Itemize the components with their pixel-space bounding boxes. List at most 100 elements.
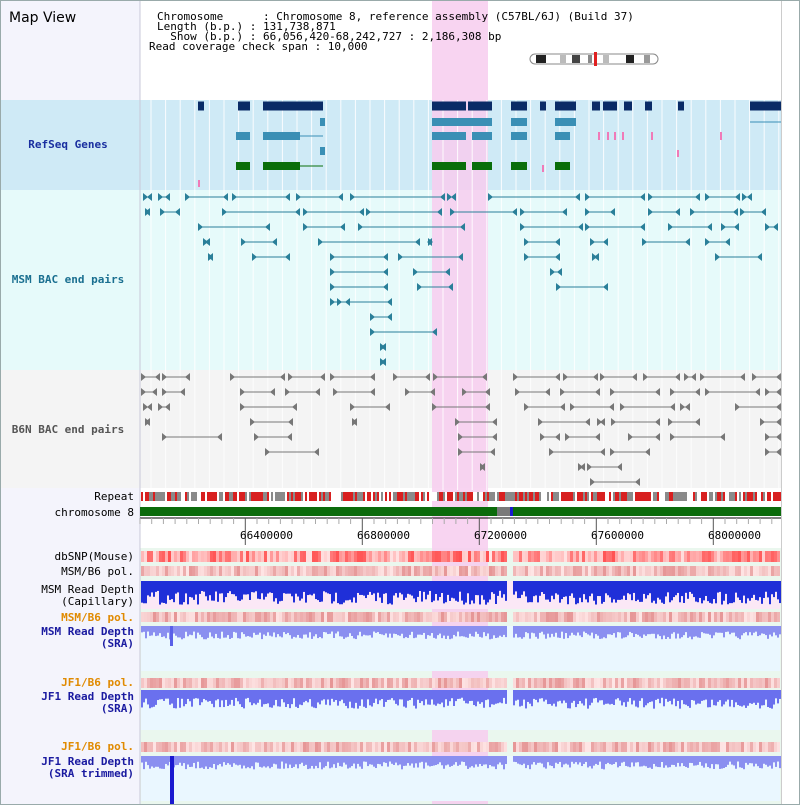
depth-bar <box>299 581 301 601</box>
heat-cell <box>405 742 408 752</box>
msm-bac-pair-end <box>340 223 345 231</box>
read-depth-tracks[interactable] <box>141 581 781 805</box>
depth-bar <box>757 626 759 637</box>
heat-cell <box>648 566 651 576</box>
heat-cell <box>219 742 222 752</box>
heat-cell <box>291 742 294 752</box>
repeat-bar <box>379 492 381 501</box>
repeat-bar <box>447 492 449 501</box>
small-gene-mark <box>622 132 624 140</box>
heatmap-tracks[interactable] <box>141 551 780 752</box>
b6n-bac-pair-end <box>458 448 463 456</box>
heat-cell <box>372 612 375 622</box>
depth-bar <box>705 626 707 634</box>
ideogram-band <box>644 55 650 63</box>
repeat-bar <box>745 492 747 501</box>
depth-bar <box>591 756 593 769</box>
repeat-bar <box>705 492 707 501</box>
refseq-genes-track[interactable] <box>198 101 781 188</box>
heat-cell <box>483 566 486 576</box>
depth-bar <box>431 581 433 603</box>
depth-bar <box>337 690 339 706</box>
repeat-bar <box>327 492 329 501</box>
depth-bar <box>545 690 547 700</box>
depth-bar <box>185 626 187 632</box>
depth-bar <box>463 756 465 763</box>
depth-bar <box>251 626 253 638</box>
depth-bar <box>147 690 149 705</box>
depth-bar <box>621 756 623 763</box>
heat-cell <box>654 742 657 752</box>
depth-bar <box>479 581 481 605</box>
repeat-bar <box>315 492 317 501</box>
depth-bar <box>517 581 519 599</box>
depth-bar <box>759 581 761 598</box>
depth-bar <box>761 690 763 706</box>
b6n-bac-pair-end <box>292 403 297 411</box>
b6n-bac-pairs-track[interactable] <box>141 373 781 486</box>
b6n-bac-pair-end <box>675 373 680 381</box>
repeat-bar <box>721 492 723 501</box>
heat-cell <box>648 612 651 622</box>
right-scroll-edge[interactable] <box>781 0 800 805</box>
heat-cell <box>669 551 672 562</box>
depth-bar <box>711 756 713 765</box>
depth-bar <box>641 626 643 638</box>
depth-bar <box>319 581 321 602</box>
heat-cell <box>345 551 348 562</box>
heat-cell <box>345 612 348 622</box>
heat-cell <box>216 566 219 576</box>
depth-bar <box>539 626 541 633</box>
repeat-bar <box>177 492 179 501</box>
depth-bar <box>245 690 247 699</box>
depth-bar <box>267 581 269 594</box>
b6n-bac-pair-end <box>162 433 167 441</box>
b6n-bac-pair-end <box>180 388 185 396</box>
depth-bar <box>583 581 585 595</box>
depth-bar <box>455 581 457 601</box>
depth-bar <box>557 756 559 764</box>
heat-cell <box>306 612 309 622</box>
depth-bar <box>773 626 775 633</box>
depth-bar <box>399 756 401 765</box>
repeat-bar <box>533 492 535 501</box>
depth-bar <box>187 690 189 699</box>
chromosome-ideogram[interactable] <box>529 52 659 66</box>
depth-bar <box>479 756 481 764</box>
heat-cell <box>513 612 516 622</box>
repeat-bar <box>655 492 657 501</box>
heat-cell <box>144 566 147 576</box>
heat-cell <box>570 566 573 576</box>
msm-bac-pairs-track[interactable] <box>143 193 778 366</box>
heat-cell <box>147 566 150 576</box>
chromosome-bar[interactable] <box>140 507 781 516</box>
repeat-bar <box>329 492 331 501</box>
depth-bar <box>309 756 311 769</box>
heat-cell <box>678 551 681 562</box>
repeat-bar <box>511 492 513 501</box>
depth-bar <box>701 581 703 604</box>
depth-bar <box>643 690 645 708</box>
depth-bar <box>551 690 553 706</box>
repeat-track[interactable] <box>141 492 781 501</box>
depth-bar <box>215 626 217 634</box>
heat-cell <box>321 551 324 562</box>
heat-cell <box>513 742 516 752</box>
depth-bar <box>607 626 609 635</box>
depth-bar <box>381 756 383 767</box>
repeat-bar <box>183 492 185 501</box>
heat-cell <box>750 742 753 752</box>
depth-bar <box>169 581 171 600</box>
heat-cell <box>747 566 750 576</box>
msm-bac-pair-end <box>383 283 388 291</box>
depth-bar <box>735 581 737 593</box>
depth-bar <box>761 581 763 604</box>
depth-bar <box>729 626 731 635</box>
heat-cell <box>255 742 258 752</box>
repeat-bar <box>429 492 431 501</box>
repeat-bar <box>293 492 295 501</box>
repeat-bar <box>375 492 377 501</box>
depth-bar <box>671 626 673 634</box>
heat-cell <box>435 551 438 562</box>
